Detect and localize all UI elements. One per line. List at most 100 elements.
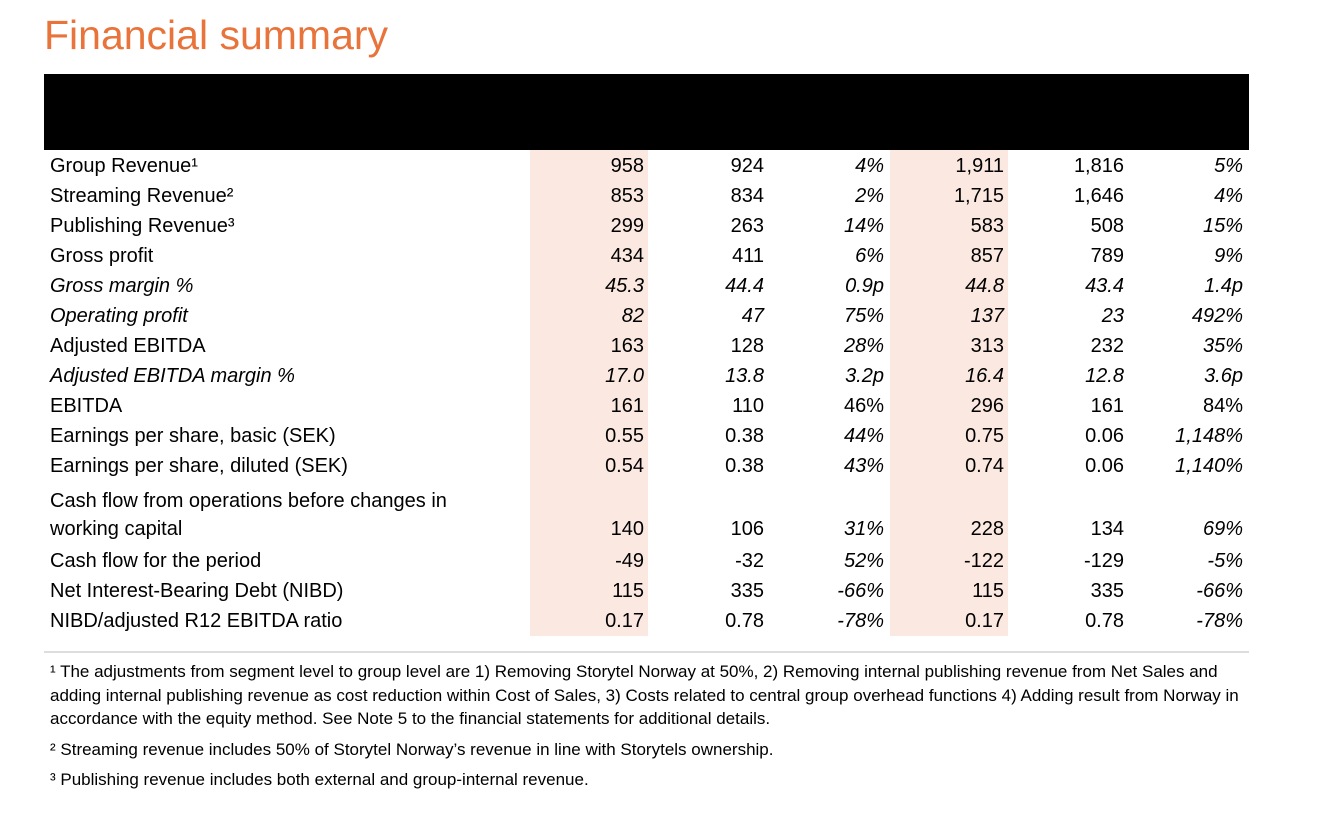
cell: 13.8 bbox=[725, 365, 764, 387]
cell: 0.75 bbox=[965, 425, 1004, 447]
cell: 31% bbox=[843, 518, 884, 540]
cell: 44.4 bbox=[725, 275, 764, 297]
cell: 296 bbox=[970, 395, 1004, 417]
cell: 43.4 bbox=[1085, 275, 1124, 297]
cell: -122 bbox=[963, 550, 1004, 572]
cell: 0.78 bbox=[1085, 610, 1124, 632]
header-cell: MSEK bbox=[50, 779, 250, 808]
divider bbox=[44, 651, 1249, 653]
cell: 43% bbox=[843, 455, 884, 477]
cell: 0.55 bbox=[605, 425, 644, 447]
cell: 9% bbox=[1214, 245, 1243, 267]
cell: 69% bbox=[1202, 518, 1243, 540]
table-header bbox=[44, 74, 1249, 150]
cell: 924 bbox=[730, 155, 764, 177]
cell: 161 bbox=[610, 395, 644, 417]
cell: 0.78 bbox=[725, 610, 764, 632]
header-text: 2025 bbox=[959, 782, 1005, 804]
cell: 45.3 bbox=[605, 275, 644, 297]
cell: 0.74 bbox=[965, 455, 1004, 477]
header-text: 2024 bbox=[1079, 782, 1125, 804]
cell: 0.06 bbox=[1085, 425, 1124, 447]
header-cell: Jan-Jun 2025 bbox=[892, 750, 1004, 808]
cell: 857 bbox=[970, 245, 1004, 267]
cell: 4% bbox=[855, 155, 884, 177]
cell: 106 bbox=[730, 518, 764, 540]
footnote: ² Streaming revenue includes 50% of Stor… bbox=[50, 740, 774, 759]
row-label: Streaming Revenue² bbox=[50, 185, 234, 207]
cell: 583 bbox=[970, 215, 1004, 237]
header-text: Change bbox=[1169, 782, 1243, 804]
cell: 1,816 bbox=[1073, 155, 1124, 177]
cell: 0.38 bbox=[725, 455, 764, 477]
cell: 411 bbox=[732, 245, 764, 267]
cell: 853 bbox=[610, 185, 644, 207]
shaded-column bbox=[890, 150, 1008, 636]
row-label: Group Revenue¹ bbox=[50, 155, 198, 177]
cell: 0.06 bbox=[1085, 455, 1124, 477]
cell: 115 bbox=[972, 580, 1004, 602]
cell: 161 bbox=[1090, 395, 1124, 417]
cell: 299 bbox=[610, 215, 644, 237]
cell: -78% bbox=[837, 610, 884, 632]
row-label: NIBD/adjusted R12 EBITDA ratio bbox=[50, 610, 343, 632]
cell: 46% bbox=[843, 395, 884, 417]
cell: -66% bbox=[1196, 580, 1243, 602]
cell: 52% bbox=[843, 550, 884, 572]
cell: 0.9p bbox=[845, 275, 884, 297]
cell: 23 bbox=[1101, 305, 1124, 327]
row-label: Earnings per share, basic (SEK) bbox=[50, 425, 336, 447]
header-cell: Q2 2025 bbox=[532, 779, 644, 808]
header-text: Jan-Jun bbox=[1047, 753, 1124, 775]
header-text: Q2 2024 bbox=[687, 782, 764, 804]
cell: 163 bbox=[610, 335, 644, 357]
cell: -78% bbox=[1196, 610, 1243, 632]
cell: 128 bbox=[730, 335, 764, 357]
cell: 335 bbox=[730, 580, 764, 602]
footnote: ¹ The adjustments from segment level to … bbox=[50, 662, 1239, 728]
cell: 35% bbox=[1202, 335, 1243, 357]
cell: -66% bbox=[837, 580, 884, 602]
cell: 17.0 bbox=[605, 365, 644, 387]
header-text: Jan-Jun bbox=[927, 753, 1004, 775]
header-text: Q2 2025 bbox=[567, 782, 644, 804]
header-text: MSEK bbox=[50, 782, 108, 804]
header-text: Change bbox=[810, 782, 884, 804]
row-label: Cash flow for the period bbox=[50, 550, 262, 572]
shaded-column bbox=[530, 150, 648, 636]
cell: 0.54 bbox=[605, 455, 644, 477]
cell: -129 bbox=[1083, 550, 1124, 572]
cell: 958 bbox=[610, 155, 644, 177]
cell: 0.17 bbox=[965, 610, 1004, 632]
row-label: Adjusted EBITDA bbox=[50, 335, 206, 357]
cell: 28% bbox=[843, 335, 884, 357]
cell: 47 bbox=[741, 305, 764, 327]
cell: 110 bbox=[732, 395, 764, 417]
cell: 134 bbox=[1090, 518, 1124, 540]
title: Financial summary bbox=[44, 12, 389, 58]
cell: 0.17 bbox=[605, 610, 644, 632]
cell: 1,148% bbox=[1175, 425, 1243, 447]
row-label: Operating profit bbox=[50, 305, 188, 327]
cell: 313 bbox=[970, 335, 1004, 357]
cell: 1,140% bbox=[1175, 455, 1243, 477]
row-label: Adjusted EBITDA margin % bbox=[50, 365, 295, 387]
row-label: Publishing Revenue³ bbox=[50, 215, 235, 237]
cell: 335 bbox=[1090, 580, 1124, 602]
cell: 434 bbox=[610, 245, 644, 267]
cell: 789 bbox=[1090, 245, 1124, 267]
cell: 44% bbox=[843, 425, 884, 447]
cell: 16.4 bbox=[965, 365, 1004, 387]
cell: 84% bbox=[1202, 395, 1243, 417]
header-cell: Change bbox=[1131, 779, 1243, 808]
row-label: Cash flow from operations before changes… bbox=[50, 490, 447, 540]
cell: 137 bbox=[970, 305, 1004, 327]
row-label: Gross margin % bbox=[50, 275, 194, 297]
row-label: Net Interest-Bearing Debt (NIBD) bbox=[50, 580, 344, 602]
cell: 1,911 bbox=[955, 155, 1004, 177]
cell: 15% bbox=[1202, 215, 1243, 237]
header-cell: Q2 2024 bbox=[652, 779, 764, 808]
cell: 232 bbox=[1090, 335, 1124, 357]
cell: 1,715 bbox=[953, 185, 1004, 207]
